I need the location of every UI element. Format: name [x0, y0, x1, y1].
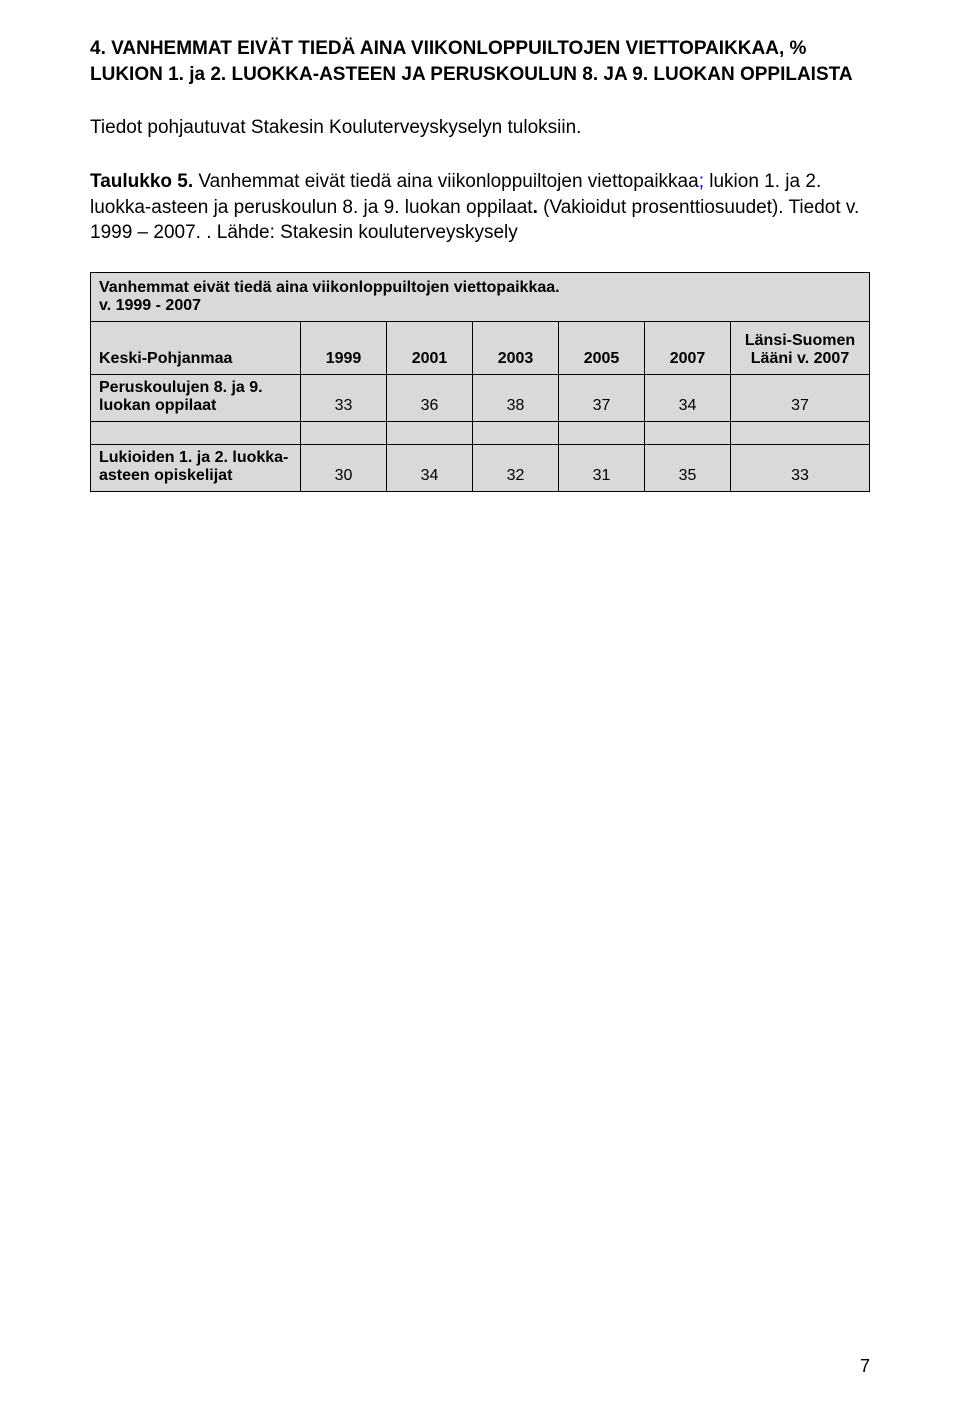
col-header-2005: 2005 — [559, 321, 645, 374]
caption-part1: Vanhemmat eivät tiedä aina viikonloppuil… — [193, 171, 699, 192]
col-header-2003: 2003 — [473, 321, 559, 374]
table-title-cell: Vanhemmat eivät tiedä aina viikonloppuil… — [91, 272, 870, 321]
section-heading: 4. VANHEMMAT EIVÄT TIEDÄ AINA VIIKONLOPP… — [90, 36, 870, 87]
table-title-row: Vanhemmat eivät tiedä aina viikonloppuil… — [91, 272, 870, 321]
table-header-row: Keski-Pohjanmaa 1999 2001 2003 2005 2007… — [91, 321, 870, 374]
cell: 34 — [387, 444, 473, 491]
col-header-1999: 1999 — [301, 321, 387, 374]
table-title-line2: v. 1999 - 2007 — [99, 297, 201, 314]
col-header-2007: 2007 — [645, 321, 731, 374]
cell: 30 — [301, 444, 387, 491]
data-table: Vanhemmat eivät tiedä aina viikonloppuil… — [90, 272, 870, 492]
col-header-lansi: Länsi-Suomen Lääni v. 2007 — [731, 321, 870, 374]
cell: 31 — [559, 444, 645, 491]
table-row: Lukioiden 1. ja 2. luokka-asteen opiskel… — [91, 444, 870, 491]
table-row: Peruskoulujen 8. ja 9. luokan oppilaat 3… — [91, 374, 870, 421]
row-label: Lukioiden 1. ja 2. luokka-asteen opiskel… — [91, 444, 301, 491]
intro-text: Tiedot pohjautuvat Stakesin Kouluterveys… — [90, 115, 870, 141]
cell: 37 — [731, 374, 870, 421]
cell: 33 — [301, 374, 387, 421]
page-number: 7 — [860, 1356, 870, 1377]
cell: 32 — [473, 444, 559, 491]
table-spacer-row — [91, 421, 870, 444]
cell: 37 — [559, 374, 645, 421]
cell: 36 — [387, 374, 473, 421]
col-header-2001: 2001 — [387, 321, 473, 374]
col-header-region: Keski-Pohjanmaa — [91, 321, 301, 374]
caption-prefix: Taulukko 5. — [90, 171, 193, 192]
cell: 38 — [473, 374, 559, 421]
cell: 33 — [731, 444, 870, 491]
cell: 34 — [645, 374, 731, 421]
table-caption: Taulukko 5. Vanhemmat eivät tiedä aina v… — [90, 169, 870, 246]
row-label: Peruskoulujen 8. ja 9. luokan oppilaat — [91, 374, 301, 421]
table-title-line1: Vanhemmat eivät tiedä aina viikonloppuil… — [99, 279, 560, 296]
cell: 35 — [645, 444, 731, 491]
